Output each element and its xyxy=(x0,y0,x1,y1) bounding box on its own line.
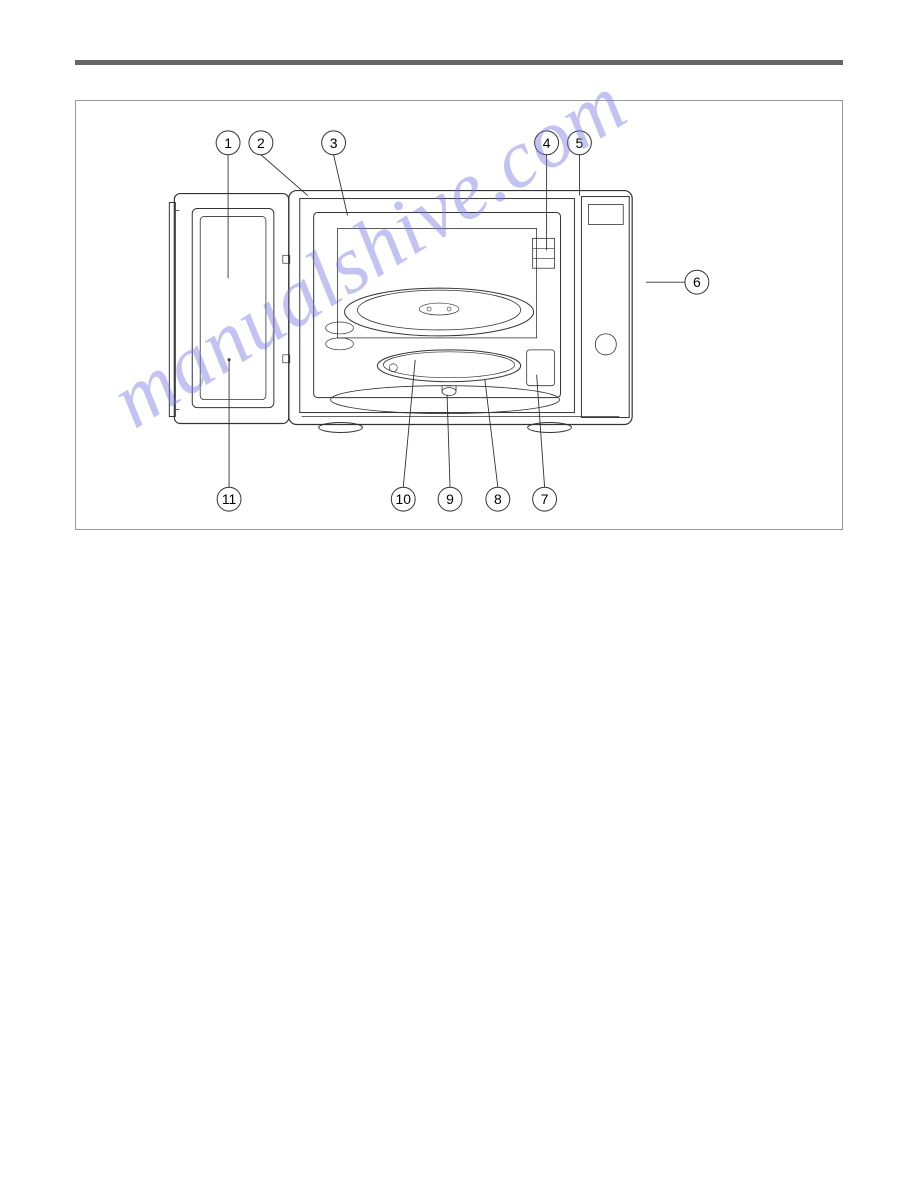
label-group: 1 2 3 4 5 6 7 8 9 10 xyxy=(216,131,709,511)
header-rule xyxy=(75,60,843,65)
label-7: 7 xyxy=(541,491,549,507)
document-page: 1 2 3 4 5 6 7 8 9 10 xyxy=(0,0,918,1188)
label-5: 5 xyxy=(576,135,584,151)
label-10: 10 xyxy=(396,491,412,507)
label-2: 2 xyxy=(257,135,265,151)
label-11: 11 xyxy=(222,491,237,507)
label-8: 8 xyxy=(494,491,502,507)
label-3: 3 xyxy=(330,135,338,151)
microwave-diagram: 1 2 3 4 5 6 7 8 9 10 xyxy=(76,101,842,529)
label-1: 1 xyxy=(224,135,232,151)
label-4: 4 xyxy=(543,135,551,151)
label-6: 6 xyxy=(693,274,701,290)
microwave-diagram-container: 1 2 3 4 5 6 7 8 9 10 xyxy=(75,100,843,530)
label-9: 9 xyxy=(446,491,454,507)
